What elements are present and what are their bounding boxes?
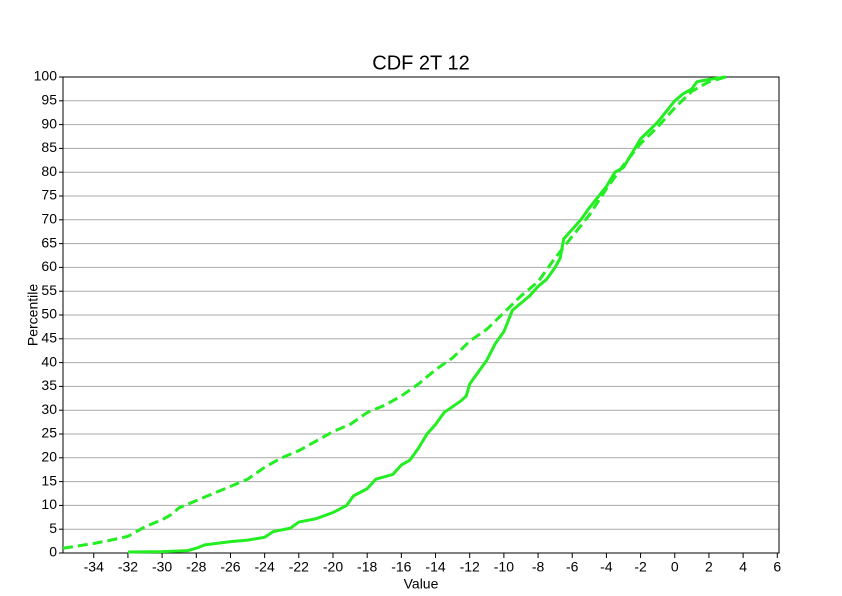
y-tick-label: 95 <box>41 92 57 108</box>
x-tick-label: 6 <box>773 559 781 575</box>
x-tick-label: -18 <box>357 559 377 575</box>
y-tick-label: 80 <box>41 163 57 179</box>
y-tick-label: 5 <box>49 520 57 536</box>
x-tick-label: -30 <box>152 559 172 575</box>
y-tick-label: 45 <box>41 330 57 346</box>
y-tick-label: 65 <box>41 234 57 250</box>
x-tick-label: -32 <box>118 559 138 575</box>
x-tick-label: -4 <box>600 559 613 575</box>
x-tick-label: -10 <box>494 559 514 575</box>
y-tick-label: 100 <box>34 68 58 84</box>
x-tick-label: -24 <box>255 559 275 575</box>
x-axis-label: Value <box>404 576 439 592</box>
x-tick-label: -28 <box>186 559 206 575</box>
chart-title: CDF 2T 12 <box>372 52 469 74</box>
y-axis-label: Percentile <box>25 284 41 346</box>
plot-frame <box>62 76 780 554</box>
y-tick-label: 55 <box>41 282 57 298</box>
y-tick-label: 15 <box>41 472 57 488</box>
y-tick-label: 35 <box>41 377 57 393</box>
y-tick-label: 60 <box>41 258 57 274</box>
y-tick-label: 40 <box>41 353 57 369</box>
y-tick-label: 85 <box>41 139 57 155</box>
x-tick-label: 4 <box>739 559 747 575</box>
y-tick-label: 50 <box>41 306 57 322</box>
x-tick-label: -34 <box>84 559 104 575</box>
y-tick-label: 90 <box>41 115 57 131</box>
x-tick-label: -26 <box>220 559 240 575</box>
y-tick-label: 25 <box>41 425 57 441</box>
x-tick-label: -14 <box>425 559 445 575</box>
y-tick-label: 0 <box>49 544 57 560</box>
y-tick-label: 10 <box>41 496 57 512</box>
y-tick-label: 30 <box>41 401 57 417</box>
x-tick-label: 0 <box>671 559 679 575</box>
y-tick-label: 75 <box>41 187 57 203</box>
y-tick-label: 70 <box>41 211 57 227</box>
x-tick-label: -2 <box>634 559 647 575</box>
series-line <box>62 75 727 550</box>
x-tick-label: -20 <box>323 559 343 575</box>
x-tick-label: -12 <box>460 559 480 575</box>
x-tick-label: -6 <box>566 559 579 575</box>
x-tick-label: -16 <box>391 559 411 575</box>
x-tick-label: -22 <box>289 559 309 575</box>
x-tick-label: 2 <box>705 559 713 575</box>
x-tick-label: -8 <box>532 559 545 575</box>
y-tick-label: 20 <box>41 449 57 465</box>
